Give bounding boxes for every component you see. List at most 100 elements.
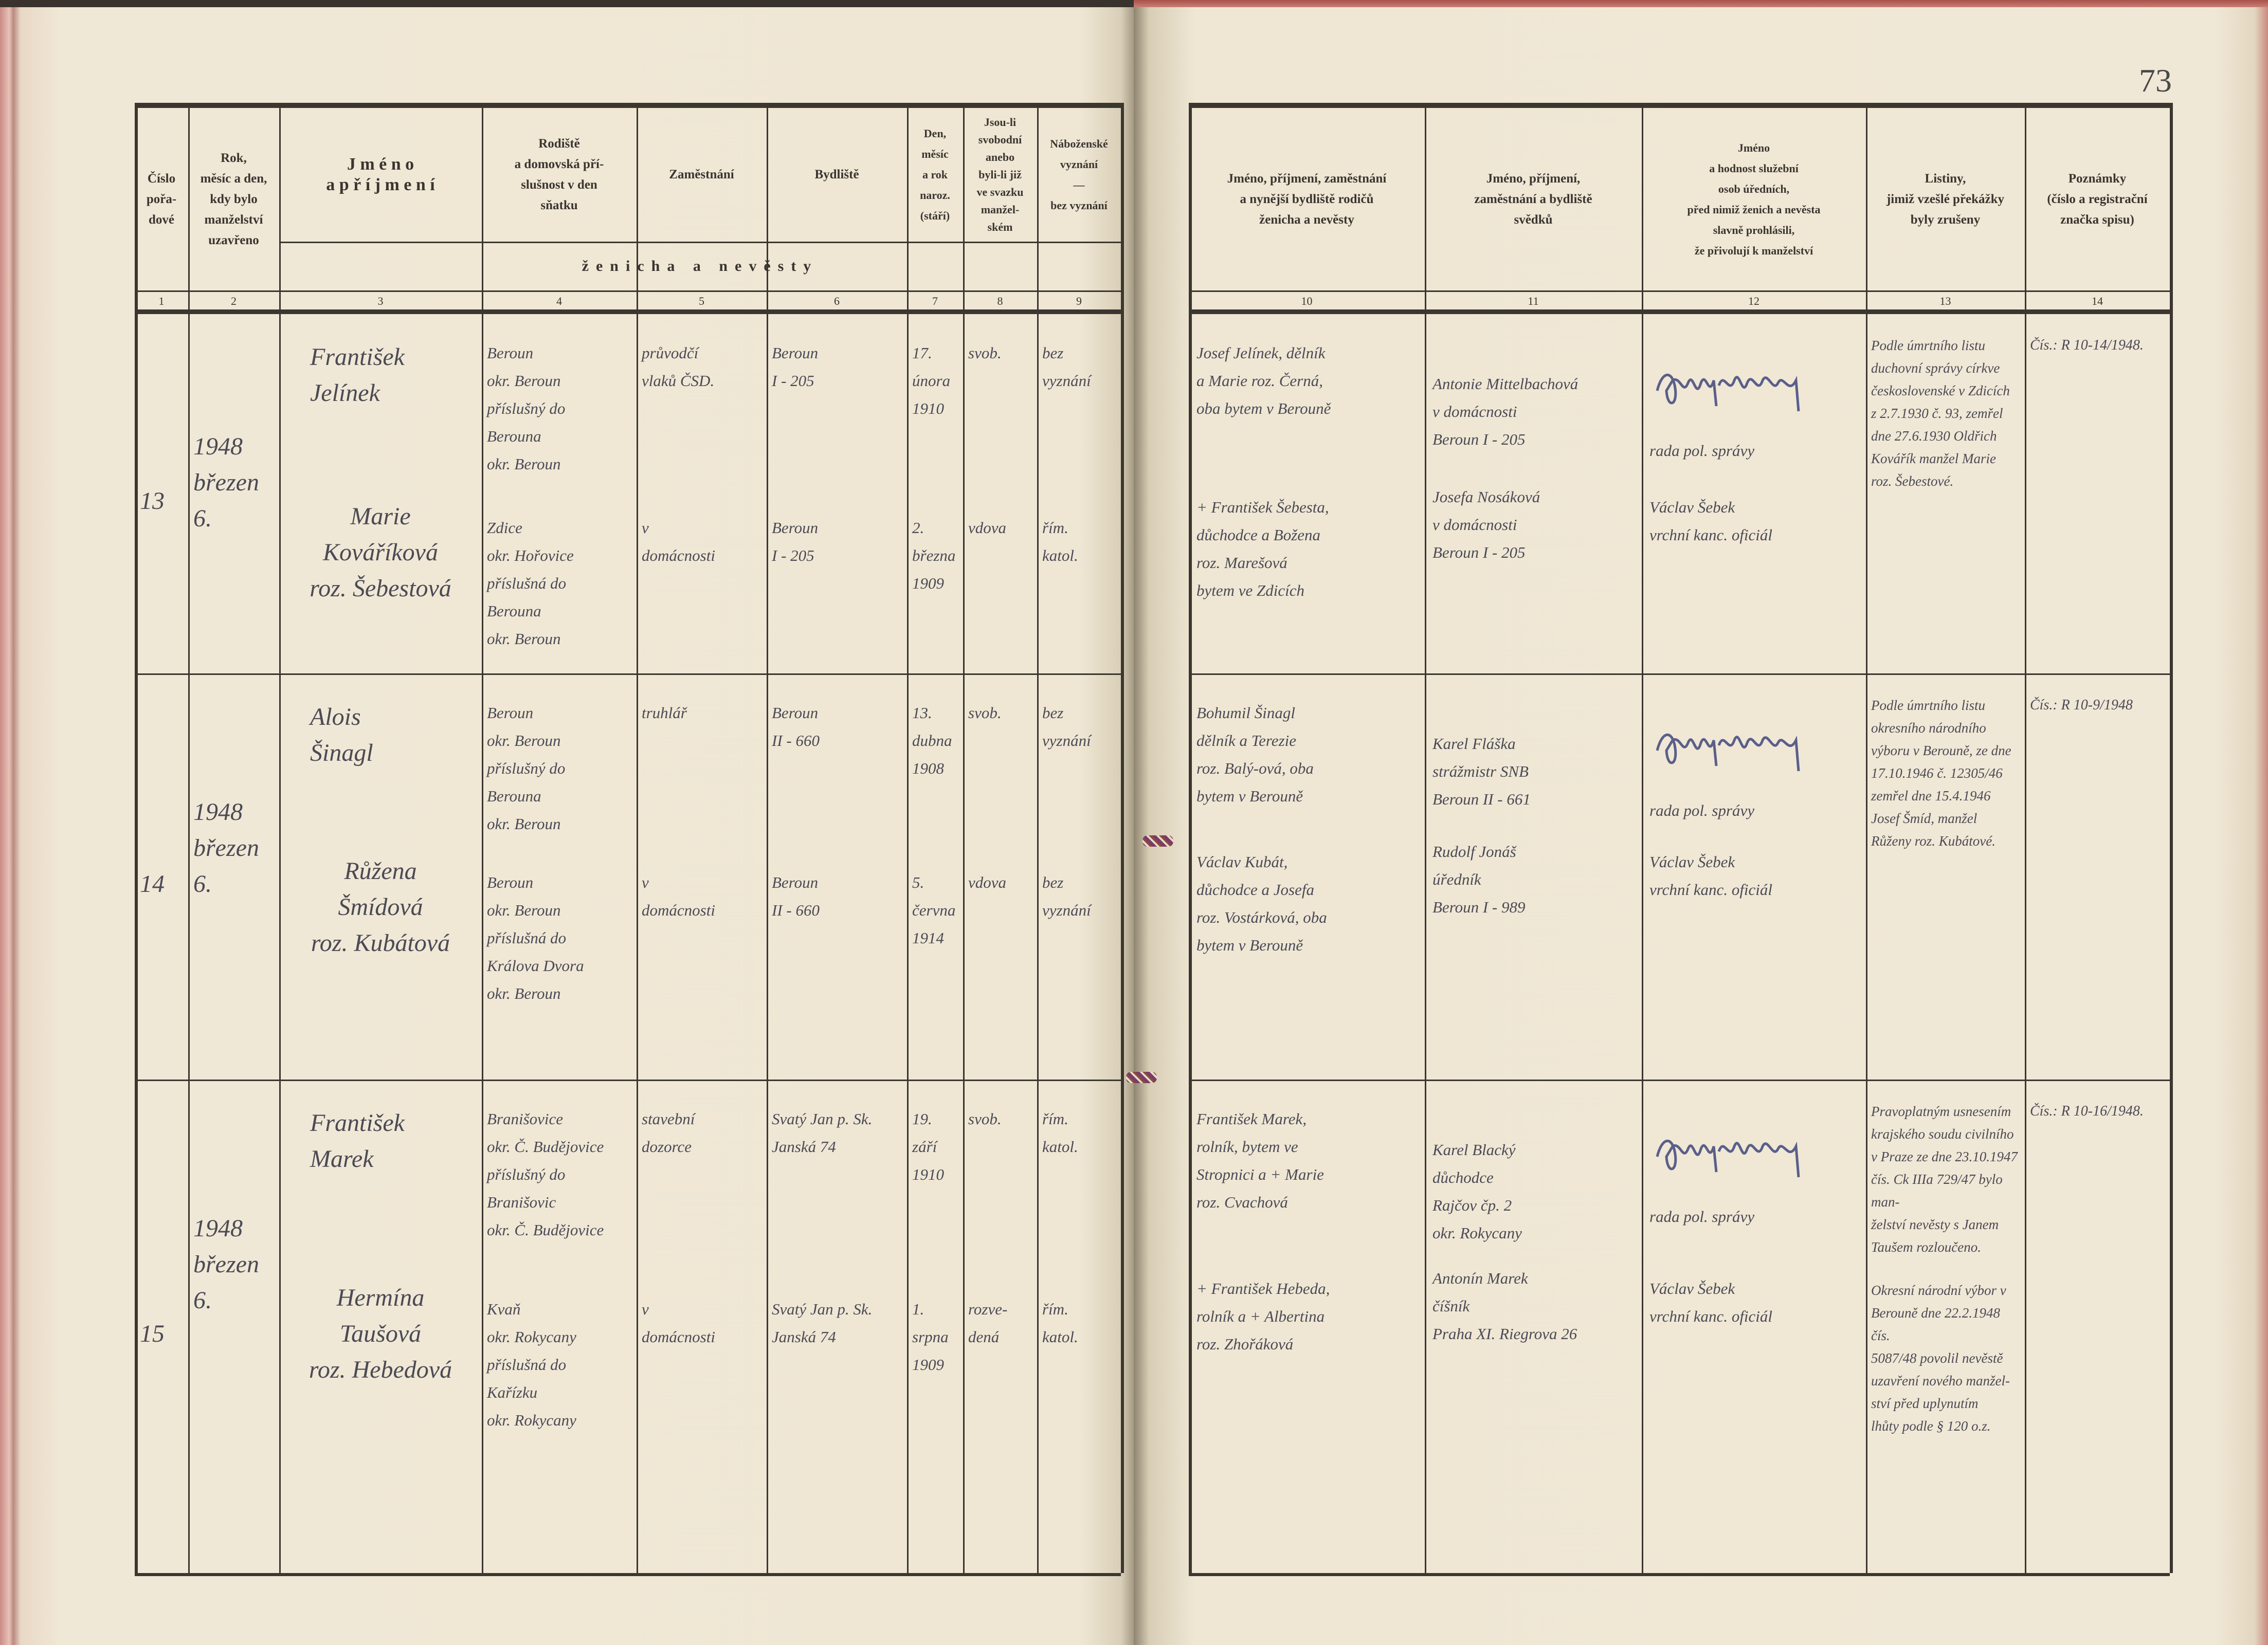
header-line: že přivolují k manželství [1694, 244, 1813, 257]
header-line: Den, [923, 127, 947, 140]
header-text: Jméno, příjmení, zaměstnání a nynější byd… [1227, 169, 1387, 230]
handwritten-line: Beroun [772, 704, 819, 722]
bride-occupation: v domácnosti [642, 1295, 767, 1351]
handwritten-line: Beroun [772, 519, 819, 537]
header-line: slušnost v den [521, 178, 597, 192]
header-rule [135, 290, 1121, 292]
handwritten-line: stavební [642, 1110, 695, 1128]
groom-name: František Jelínek [310, 339, 482, 411]
bride-status: vdova [968, 514, 1037, 542]
handwritten-line: 17.10.1946 č. 12305/46 [1871, 765, 2003, 781]
header-line: a nynější bydliště rodičů [1240, 192, 1374, 206]
handwritten-line: Josef Jelínek, dělník [1196, 344, 1326, 362]
handwritten-line: důchodce a Božena [1196, 526, 1321, 544]
column-header-7: Den, měsíc a rok naroz. (stáří) [907, 108, 963, 242]
notes-reference: Čís.: R 10-14/1948. [2030, 337, 2144, 353]
header-line: měsíc a den, [200, 171, 267, 186]
page-number: 73 [2139, 62, 2172, 99]
handwritten-line: Kováříková [323, 539, 438, 566]
column-header-1: Číslo pořa-dové [135, 108, 188, 290]
groom-parents: František Marek, rolník, bytem ve Stropnic… [1196, 1105, 1422, 1216]
groom-religion: bez vyznání [1042, 699, 1121, 755]
column-rule [2025, 103, 2026, 1573]
table-top-rule [135, 103, 1121, 108]
handwritten-line: Taušová [339, 1320, 422, 1347]
handwritten-line: Bohumil Šinagl [1196, 704, 1296, 722]
handwritten-line: řím. [1042, 1300, 1068, 1318]
column-number: 11 [1528, 295, 1539, 307]
header-line: Jméno, příjmení, zaměstnání [1227, 171, 1387, 186]
header-line: před nimiž ženich a nevěsta [1687, 203, 1821, 216]
bride-birth: 5. června 1914 [912, 869, 963, 952]
handwritten-line: 1908 [912, 759, 944, 777]
documents-text: Okresní národní výbor v Berouně dne 22.2.… [1871, 1279, 2020, 1437]
handwritten-line: okr. Rokycany [1432, 1224, 1522, 1242]
handwritten-line: února [912, 372, 951, 390]
documents-text: Podle úmrtního listu duchovní správy círk… [1871, 334, 2020, 492]
handwritten-line: Kařízku [487, 1383, 538, 1401]
groom-status: svob. [968, 1105, 1037, 1133]
header-line: anebo [985, 151, 1015, 163]
handwritten-line: Janská 74 [772, 1328, 836, 1346]
handwritten-line: bytem v Berouně [1196, 787, 1303, 805]
handwritten-line: Podle úmrtního listu [1871, 698, 1985, 713]
bride-occupation: v domácnosti [642, 514, 767, 570]
handwritten-line: rada pol. správy [1649, 1208, 1755, 1226]
handwritten-line: František [310, 1109, 405, 1137]
column-number: 7 [932, 295, 938, 307]
header-line: a p ř í j m e n í [326, 175, 435, 194]
groom-birth: 13. dubna 1908 [912, 699, 963, 782]
entry-number: 14 [140, 870, 165, 898]
bride-parents: + František Šebesta, důchodce a Božena roz… [1196, 494, 1422, 605]
handwritten-line: Králova Dvora [487, 957, 584, 975]
handwritten-line: truhlář [642, 704, 687, 722]
handwritten-line: dozorce [642, 1138, 692, 1156]
handwritten-line: roz. Balý-ová, oba [1196, 759, 1314, 777]
handwritten-line: I - 205 [772, 546, 814, 564]
marriage-date: 1948 březen 6. [193, 1211, 274, 1319]
handwritten-line: okr. Rokycany [487, 1328, 576, 1346]
handwritten-line: katol. [1042, 1328, 1078, 1346]
handwritten-line: Svatý Jan p. Sk. [772, 1110, 873, 1128]
handwritten-line: dne 27.6.1930 Oldřich [1871, 428, 1997, 444]
groom-occupation: stavební dozorce [642, 1105, 767, 1161]
column-number: 10 [1301, 295, 1313, 307]
handwritten-line: Marek [310, 1145, 374, 1173]
right-page [1134, 0, 2268, 1645]
handwritten-line: Rajčov čp. 2 [1432, 1196, 1512, 1214]
header-line: Rodiště [538, 137, 580, 151]
witness-1: Karel Blacký důchodce Rajčov čp. 2 okr. Rok… [1432, 1136, 1639, 1247]
handwritten-line: II - 660 [772, 901, 820, 919]
handwritten-line: 1910 [912, 1165, 944, 1183]
column-header-2: Rok, měsíc a den, kdy bylo manželství uzavře… [188, 108, 279, 290]
handwritten-line: v [642, 519, 649, 537]
bride-parents: + František Hebeda, rolník a + Albertina r… [1196, 1275, 1422, 1358]
handwritten-line: + František Hebeda, [1196, 1280, 1330, 1297]
handwritten-line: Berouna [487, 787, 541, 805]
header-rule [279, 242, 1121, 243]
handwritten-line: okr. Beroun [487, 455, 561, 473]
header-text: Číslo pořa-dové [147, 169, 176, 230]
groom-parents: Josef Jelínek, dělník a Marie roz. Černá,… [1196, 339, 1422, 423]
handwritten-line: krajského soudu civilního [1871, 1126, 2014, 1142]
row-rule [135, 673, 1121, 675]
handwritten-line: uzavření nového manžel- [1871, 1373, 2010, 1388]
groom-occupation: truhlář [642, 699, 767, 727]
column-rule [963, 103, 965, 1573]
handwritten-line: Pravoplatným usnesením [1871, 1104, 2011, 1119]
column-number: 8 [997, 295, 1003, 307]
handwritten-line: I - 205 [772, 372, 814, 390]
handwritten-line: ství před uplynutím [1871, 1396, 1979, 1411]
header-text: Jméno a hodnost služební osob úředních, pře… [1687, 138, 1820, 261]
official-1: rada pol. správy [1649, 1203, 1863, 1231]
handwritten-line: Václav Šebek [1649, 853, 1735, 871]
header-text: Listiny, jimiž vzešlé překážky byly zrušen… [1886, 169, 2004, 230]
handwritten-line: lhůty podle § 120 o.z. [1871, 1418, 1991, 1434]
handwritten-line: rolník, bytem ve [1196, 1138, 1298, 1156]
header-line: jimiž vzešlé překážky [1886, 192, 2005, 206]
handwritten-line: želství nevěsty s Janem [1871, 1217, 1999, 1232]
header-line: Zaměstnání [669, 168, 734, 181]
handwritten-line: březen [193, 1251, 259, 1278]
handwritten-line: výboru v Berouně, ze dne [1871, 743, 2011, 758]
